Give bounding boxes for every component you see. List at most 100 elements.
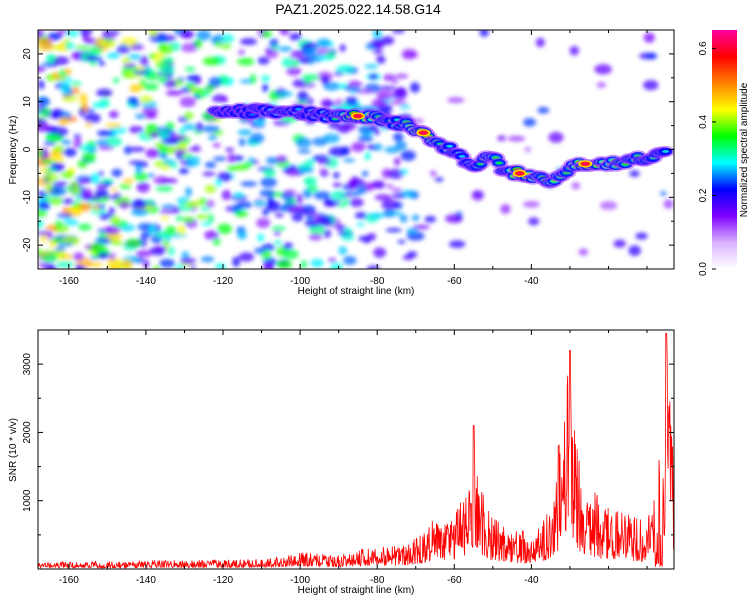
heatmap-noise-blob [613, 239, 626, 248]
heatmap-noise-blob [79, 93, 88, 104]
heatmap-noise-blob [63, 218, 79, 226]
heatmap-noise-blob [38, 220, 45, 229]
y-tick-label: -20 [22, 237, 33, 252]
x-tick-label: -120 [213, 276, 233, 287]
heatmap-noise-blob [238, 138, 246, 147]
heatmap-noise-blob [401, 48, 418, 60]
heatmap-noise-blob [237, 57, 255, 66]
heatmap-noise-blob [371, 98, 386, 109]
heatmap-noise-blob [523, 118, 537, 127]
heatmap-noise-blob [121, 259, 133, 269]
heatmap-noise-blob [160, 56, 174, 65]
heatmap-noise-blob [49, 33, 59, 39]
heatmap-noise-blob [109, 240, 125, 246]
heatmap-noise-blob [194, 38, 203, 49]
heatmap-noise-blob [105, 122, 122, 128]
heatmap-noise-blob [108, 110, 119, 119]
heatmap-noise-blob [38, 124, 53, 133]
heatmap-noise-blob [196, 30, 211, 41]
heatmap-noise-blob [43, 173, 59, 183]
heatmap-noise-blob [62, 147, 77, 157]
heatmap-noise-blob [92, 101, 107, 109]
heatmap-noise-blob [434, 177, 444, 182]
heatmap-noise-blob [221, 189, 232, 201]
heatmap-noise-blob [261, 75, 271, 82]
heatmap-noise-blob [38, 231, 53, 236]
colorbar-tick-label: 0.2 [698, 188, 709, 202]
heatmap-noise-blob [38, 37, 52, 44]
heatmap-noise-blob [155, 185, 173, 192]
heatmap-noise-blob [90, 242, 106, 254]
heatmap-noise-blob [402, 254, 414, 260]
heatmap-noise-blob [44, 265, 58, 269]
ridge-peak [354, 114, 361, 118]
heatmap-noise-blob [368, 73, 379, 80]
heatmap-noise-blob [300, 259, 308, 269]
y-tick-label: 3000 [22, 353, 33, 376]
heatmap-noise-blob [133, 70, 150, 76]
heatmap-noise-blob [96, 88, 113, 98]
heatmap-noise-blob [373, 247, 387, 258]
colorbar-ticks: 0.0 0.2 0.4 0.6 [698, 41, 716, 276]
heatmap-noise-blob [161, 164, 171, 170]
snr-series-line [38, 333, 674, 569]
heatmap-noise-blob [333, 171, 340, 179]
heatmap-noise-blob [212, 143, 221, 148]
heatmap-noise-blob [184, 186, 193, 197]
y-tick-label: 2000 [22, 421, 33, 444]
heatmap-noise-blob [154, 142, 166, 149]
heatmap-noise-blob [97, 61, 106, 66]
heatmap-noise-blob [128, 146, 146, 152]
heatmap-noise-blob [261, 243, 275, 251]
colorbar-tick-label: 0.6 [698, 41, 709, 55]
heatmap-noise-blob [179, 30, 195, 39]
heatmap-noise-blob [134, 200, 147, 209]
heatmap-noise-blob [336, 64, 355, 74]
heatmap-noise-blob [167, 246, 175, 256]
heatmap-noise-blob [41, 253, 58, 263]
heatmap-noise-blob [71, 50, 84, 61]
heatmap-noise-blob [217, 223, 232, 235]
heatmap-noise-blob [373, 127, 380, 136]
heatmap-noise-blob [97, 252, 110, 260]
heatmap-noise-blob [115, 46, 131, 54]
heatmap-noise-blob [82, 152, 96, 161]
heatmap-noise-blob [339, 44, 346, 52]
heatmap-noise-blob [227, 152, 235, 164]
heatmap-noise-blob [257, 56, 270, 65]
heatmap-noise-blob [175, 264, 185, 269]
heatmap-noise-blob [156, 36, 170, 42]
heatmap-noise-blob [217, 171, 233, 182]
heatmap-noise-blob [338, 246, 348, 256]
heatmap-noise-blob [55, 251, 66, 257]
heatmap-noise-blob [356, 222, 365, 227]
heatmap-noise-blob [345, 96, 358, 107]
heatmap-noise-blob [344, 227, 352, 236]
heatmap-noise-blob [232, 256, 241, 268]
heatmap-noise-blob [135, 163, 142, 175]
heatmap-noise-blob [318, 168, 329, 174]
heatmap-noise-blob [397, 239, 406, 244]
heatmap-noise-blob [444, 214, 463, 224]
colorbar-gradient [712, 30, 737, 269]
colorbar-label: Normalized spectral amplitude [739, 82, 750, 217]
heatmap-noise-blob [63, 86, 72, 91]
heatmap-noise-blob [296, 166, 315, 174]
heatmap-noise-blob [381, 36, 395, 45]
heatmap-noise-blob [364, 64, 379, 69]
heatmap-noise-blob [208, 76, 222, 88]
heatmap-noise-blob [184, 82, 197, 89]
heatmap-noise-blob [306, 215, 315, 221]
heatmap-noise-blob [106, 34, 117, 40]
x-tick-label: -40 [524, 575, 539, 586]
colorbar-tick-label: 0.4 [698, 115, 709, 129]
heatmap-noise-blob [40, 159, 55, 165]
heatmap-noise-blob [325, 51, 336, 60]
snr-frame [37, 329, 675, 570]
heatmap-noise-blob [82, 37, 98, 45]
heatmap-noise-blob [72, 252, 85, 261]
heatmap-noise-blob [45, 132, 60, 143]
heatmap-noise-blob [372, 180, 386, 189]
snr-y-ticks: 1000 2000 3000 [22, 329, 674, 570]
ridge-peak [582, 162, 589, 166]
